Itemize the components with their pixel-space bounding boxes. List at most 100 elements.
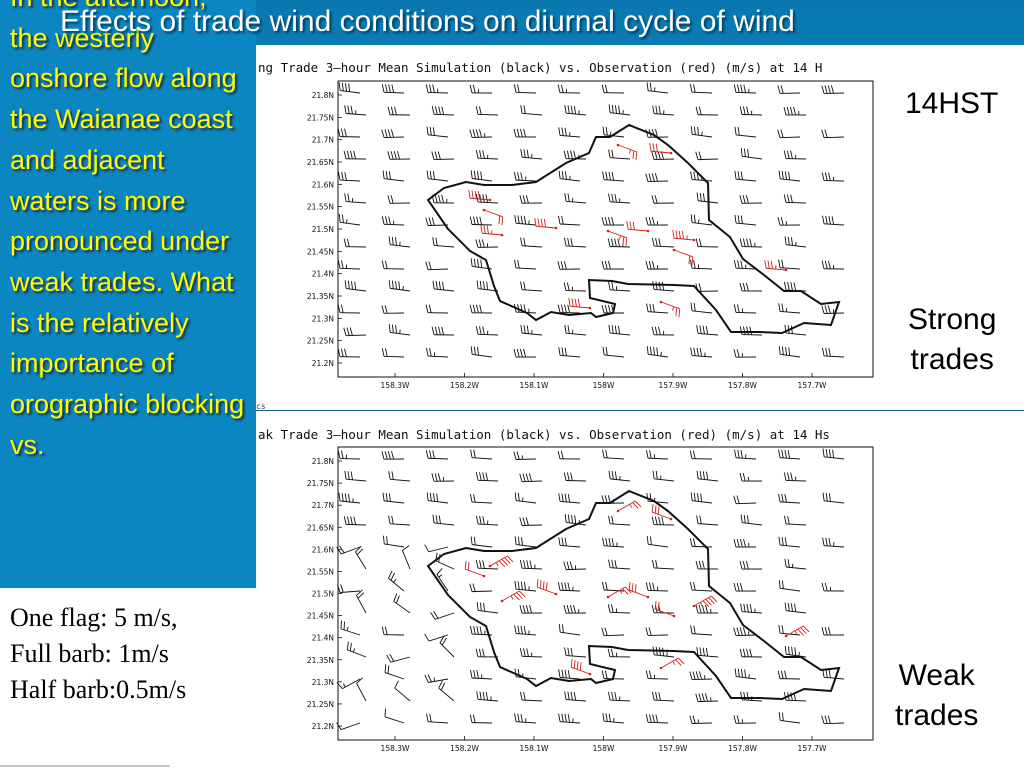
- barb-tick: [519, 128, 523, 138]
- barb-shaft: [428, 678, 449, 683]
- barb-tick: [517, 172, 520, 181]
- barb-tick: [742, 326, 746, 335]
- barb-tick: [435, 515, 438, 524]
- barb-shaft: [604, 589, 625, 592]
- barb-shaft: [516, 588, 537, 592]
- barb-shaft: [785, 699, 807, 702]
- barb-tick: [514, 580, 517, 590]
- barb-half-tick: [342, 683, 346, 688]
- barb-tick: [781, 449, 784, 458]
- barb-tick: [391, 515, 394, 525]
- barb-tick: [479, 194, 482, 203]
- barb-tick: [675, 307, 678, 316]
- barb-tick: [655, 692, 658, 701]
- barb-tick: [391, 84, 395, 93]
- barb-tick: [604, 670, 608, 679]
- barb-tick: [690, 302, 693, 311]
- barb-tick: [733, 349, 737, 358]
- barb-tick: [337, 348, 341, 357]
- barb-tick: [526, 560, 529, 569]
- barb-tick: [645, 129, 649, 138]
- barb-shaft: [433, 113, 455, 116]
- barb-tick: [570, 150, 573, 159]
- barb-tick: [675, 230, 678, 239]
- barb-tick: [425, 450, 429, 459]
- barb-shaft: [654, 478, 675, 482]
- barb-tick: [387, 151, 391, 160]
- barb-shaft: [489, 555, 508, 567]
- barb-tick: [337, 171, 341, 181]
- barb-tick: [783, 281, 787, 291]
- barb-tick: [737, 304, 740, 313]
- barb-tick: [695, 671, 699, 680]
- barb-tick: [696, 470, 699, 479]
- barb-tick: [736, 495, 740, 504]
- barb-tick: [523, 105, 526, 114]
- barb-tick: [390, 195, 394, 204]
- barb-tick: [742, 282, 746, 292]
- barb-tick: [733, 715, 737, 724]
- barb-shaft: [610, 523, 631, 526]
- barb-tick: [781, 537, 784, 546]
- barb-tick: [579, 662, 582, 671]
- barb-tick: [425, 347, 429, 357]
- barb-tick: [705, 647, 709, 657]
- barb-shaft: [736, 222, 757, 226]
- barb-tick: [337, 260, 341, 269]
- barb-tick: [604, 304, 608, 314]
- barb-tick: [521, 537, 523, 546]
- barb-tick: [611, 538, 615, 547]
- barb-shaft: [654, 567, 675, 570]
- barb-tick: [536, 578, 539, 588]
- barb-tick: [432, 514, 435, 524]
- barb-tick: [435, 106, 438, 115]
- barb-tick: [652, 559, 655, 569]
- barb-tick: [431, 326, 435, 335]
- barb-shaft: [340, 722, 361, 731]
- barb-half-tick: [699, 602, 703, 607]
- weak-label-line1: Weak: [898, 659, 975, 692]
- barb-tick: [691, 256, 694, 266]
- barb-tick: [651, 151, 655, 160]
- barb-tick: [529, 605, 533, 614]
- barb-tick: [568, 298, 571, 307]
- barb-tick: [658, 692, 661, 701]
- barb-tick: [736, 84, 740, 93]
- barb-tick: [473, 536, 476, 546]
- barb-tick: [350, 105, 353, 115]
- barb-tick: [563, 561, 567, 570]
- barb-tick: [794, 647, 797, 656]
- barb-tick: [696, 647, 699, 656]
- barb-shaft: [394, 687, 411, 702]
- lat-tick-label: 21.6N: [312, 545, 334, 554]
- barb-tick: [824, 582, 828, 592]
- barb-tick: [827, 85, 831, 94]
- barb-tick: [824, 85, 828, 94]
- barb-half-tick: [619, 589, 623, 594]
- barb-tick: [520, 215, 523, 224]
- barb-tick: [425, 217, 429, 226]
- barb-tick: [693, 126, 696, 135]
- barb-tick: [564, 347, 567, 356]
- barb-shaft: [521, 655, 543, 658]
- barb-tick: [482, 281, 485, 290]
- barb-tick: [517, 492, 520, 502]
- barb-shaft: [660, 301, 680, 310]
- barb-tick: [611, 470, 614, 480]
- barb-shaft: [560, 631, 581, 636]
- barb-tick: [733, 304, 737, 313]
- barb-tick: [607, 216, 611, 226]
- barb-tick: [827, 715, 831, 724]
- barb-tick: [699, 647, 702, 656]
- barb-tick: [557, 450, 561, 459]
- lon-tick-label: 158.1W: [520, 744, 549, 753]
- barb-shaft: [428, 546, 449, 553]
- barb-tick: [429, 170, 432, 180]
- barb-tick: [626, 221, 629, 230]
- barb-tick: [529, 560, 533, 569]
- barb-tick: [561, 537, 564, 546]
- barb-tick: [517, 215, 520, 224]
- barb-shaft: [628, 228, 649, 232]
- barb-shaft: [384, 543, 405, 548]
- barb-shaft: [607, 586, 626, 598]
